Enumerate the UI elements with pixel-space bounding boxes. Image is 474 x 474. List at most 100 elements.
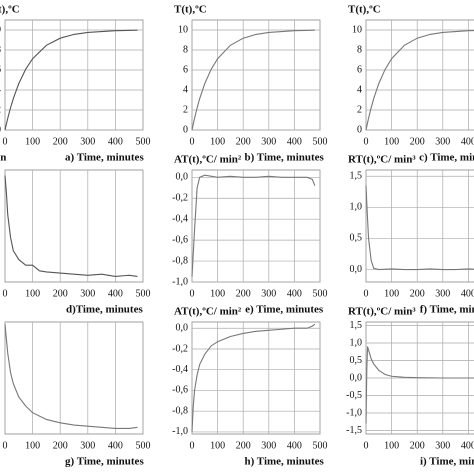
y-tick-label: -1,0: [172, 426, 188, 437]
x-axis-label: f) Time, minutes: [420, 304, 474, 316]
y-axis-label: AT(t),ºC/ min²: [174, 306, 242, 318]
x-axis-label: i) Time, minutes: [420, 456, 474, 468]
x-tick-label: 300: [435, 288, 450, 299]
y-tick-label: -1,0: [172, 276, 188, 287]
x-tick-label: 0: [3, 136, 8, 147]
x-tick-label: 300: [261, 440, 276, 451]
x-tick-label: 500: [313, 288, 328, 299]
x-tick-label: 0: [190, 440, 195, 451]
y-axis-label: RT(t),ºC/ min³: [348, 306, 416, 318]
x-tick-label: 0: [364, 440, 369, 451]
y-tick-label: 4: [0, 84, 1, 95]
y-tick-label: -0,6: [172, 385, 188, 396]
y-tick-label: 0,0: [350, 264, 363, 275]
y-axis-label: T(t),ºC: [0, 4, 20, 16]
x-tick-label: 0: [364, 288, 369, 299]
x-tick-label: 500: [136, 288, 151, 299]
x-tick-label: 200: [410, 288, 425, 299]
y-tick-label: 1,0: [350, 337, 363, 348]
x-tick-label: 200: [53, 136, 68, 147]
x-axis-label: a) Time, minutes: [65, 152, 144, 164]
x-tick-label: 400: [108, 288, 123, 299]
y-tick-label: -0,6: [172, 234, 188, 245]
y-tick-label: -0,4: [172, 364, 188, 375]
data-line: [191, 29, 315, 131]
y-tick-label: 0,0: [176, 323, 189, 334]
y-tick-label: 10: [0, 24, 1, 35]
x-tick-label: 300: [435, 136, 450, 147]
y-tick-label: -1,0: [346, 407, 362, 418]
y-tick-label: 2: [0, 104, 1, 115]
y-tick-label: -0,2: [172, 193, 188, 204]
x-tick-label: 500: [313, 136, 328, 147]
y-tick-label: 8: [183, 44, 188, 55]
data-line: [191, 174, 316, 277]
y-tick-label: 0,0: [350, 372, 363, 383]
x-tick-label: 200: [53, 288, 68, 299]
y-tick-label: 10: [352, 24, 362, 35]
x-axis-label: e) Time, minutes: [245, 304, 324, 316]
x-tick-label: 400: [108, 136, 123, 147]
y-tick-label: 2: [357, 104, 362, 115]
x-tick-label: 200: [236, 136, 251, 147]
x-tick-label: 100: [25, 136, 40, 147]
y-tick-label: 10: [178, 24, 188, 35]
y-tick-label: 1,5: [350, 320, 363, 331]
y-axis-label: RT(t),ºC/ min³: [348, 154, 416, 166]
y-tick-label: -0,2: [172, 343, 188, 354]
data-line: [365, 185, 474, 271]
y-axis-label: T(t),ºC: [174, 4, 207, 16]
x-axis-label: h) Time, minutes: [244, 456, 324, 468]
x-axis-label: d)Time, minutes: [66, 304, 144, 316]
y-tick-label: 0: [0, 124, 1, 135]
x-axis-label: b) Time, minutes: [244, 152, 324, 164]
x-tick-label: 200: [410, 136, 425, 147]
x-tick-label: 100: [384, 136, 399, 147]
x-tick-label: 500: [313, 440, 328, 451]
x-tick-label: 100: [384, 440, 399, 451]
x-tick-label: 500: [136, 440, 151, 451]
x-tick-label: 0: [3, 440, 8, 451]
y-tick-label: 2: [183, 104, 188, 115]
data-line: [191, 323, 316, 432]
y-tick-label: 8: [357, 44, 362, 55]
y-tick-label: 0,5: [350, 355, 363, 366]
x-tick-label: 200: [236, 440, 251, 451]
y-tick-label: 0: [183, 124, 188, 135]
y-tick-label: -0,8: [172, 255, 188, 266]
x-tick-label: 100: [210, 136, 225, 147]
x-tick-label: 400: [461, 136, 474, 147]
x-tick-label: 400: [287, 440, 302, 451]
y-tick-label: 4: [357, 84, 362, 95]
x-tick-label: 100: [25, 288, 40, 299]
data-line: [4, 175, 138, 277]
x-tick-label: 300: [261, 288, 276, 299]
y-tick-label: 0,5: [350, 233, 363, 244]
y-tick-label: -0,8: [172, 405, 188, 416]
y-tick-label: 6: [183, 64, 188, 75]
x-tick-label: 0: [190, 136, 195, 147]
x-axis-label: g) Time, minutes: [65, 456, 144, 468]
x-tick-label: 0: [190, 288, 195, 299]
y-tick-label: 1,0: [350, 202, 363, 213]
data-line: [4, 29, 138, 131]
x-tick-label: 200: [53, 440, 68, 451]
x-tick-label: 300: [80, 136, 95, 147]
data-line: [4, 324, 138, 429]
x-tick-label: 400: [287, 288, 302, 299]
cropped-label: min: [0, 152, 6, 164]
x-tick-label: 300: [435, 440, 450, 451]
x-tick-label: 100: [210, 288, 225, 299]
x-tick-label: 0: [364, 136, 369, 147]
y-tick-label: 8: [0, 44, 1, 55]
data-line: [365, 346, 474, 424]
y-tick-label: 6: [0, 64, 1, 75]
y-axis-label: T(t),ºC: [348, 4, 381, 16]
x-tick-label: 200: [236, 288, 251, 299]
y-tick-label: 4: [183, 84, 188, 95]
x-tick-label: 200: [410, 440, 425, 451]
x-tick-label: 400: [108, 440, 123, 451]
y-tick-label: 0: [357, 124, 362, 135]
